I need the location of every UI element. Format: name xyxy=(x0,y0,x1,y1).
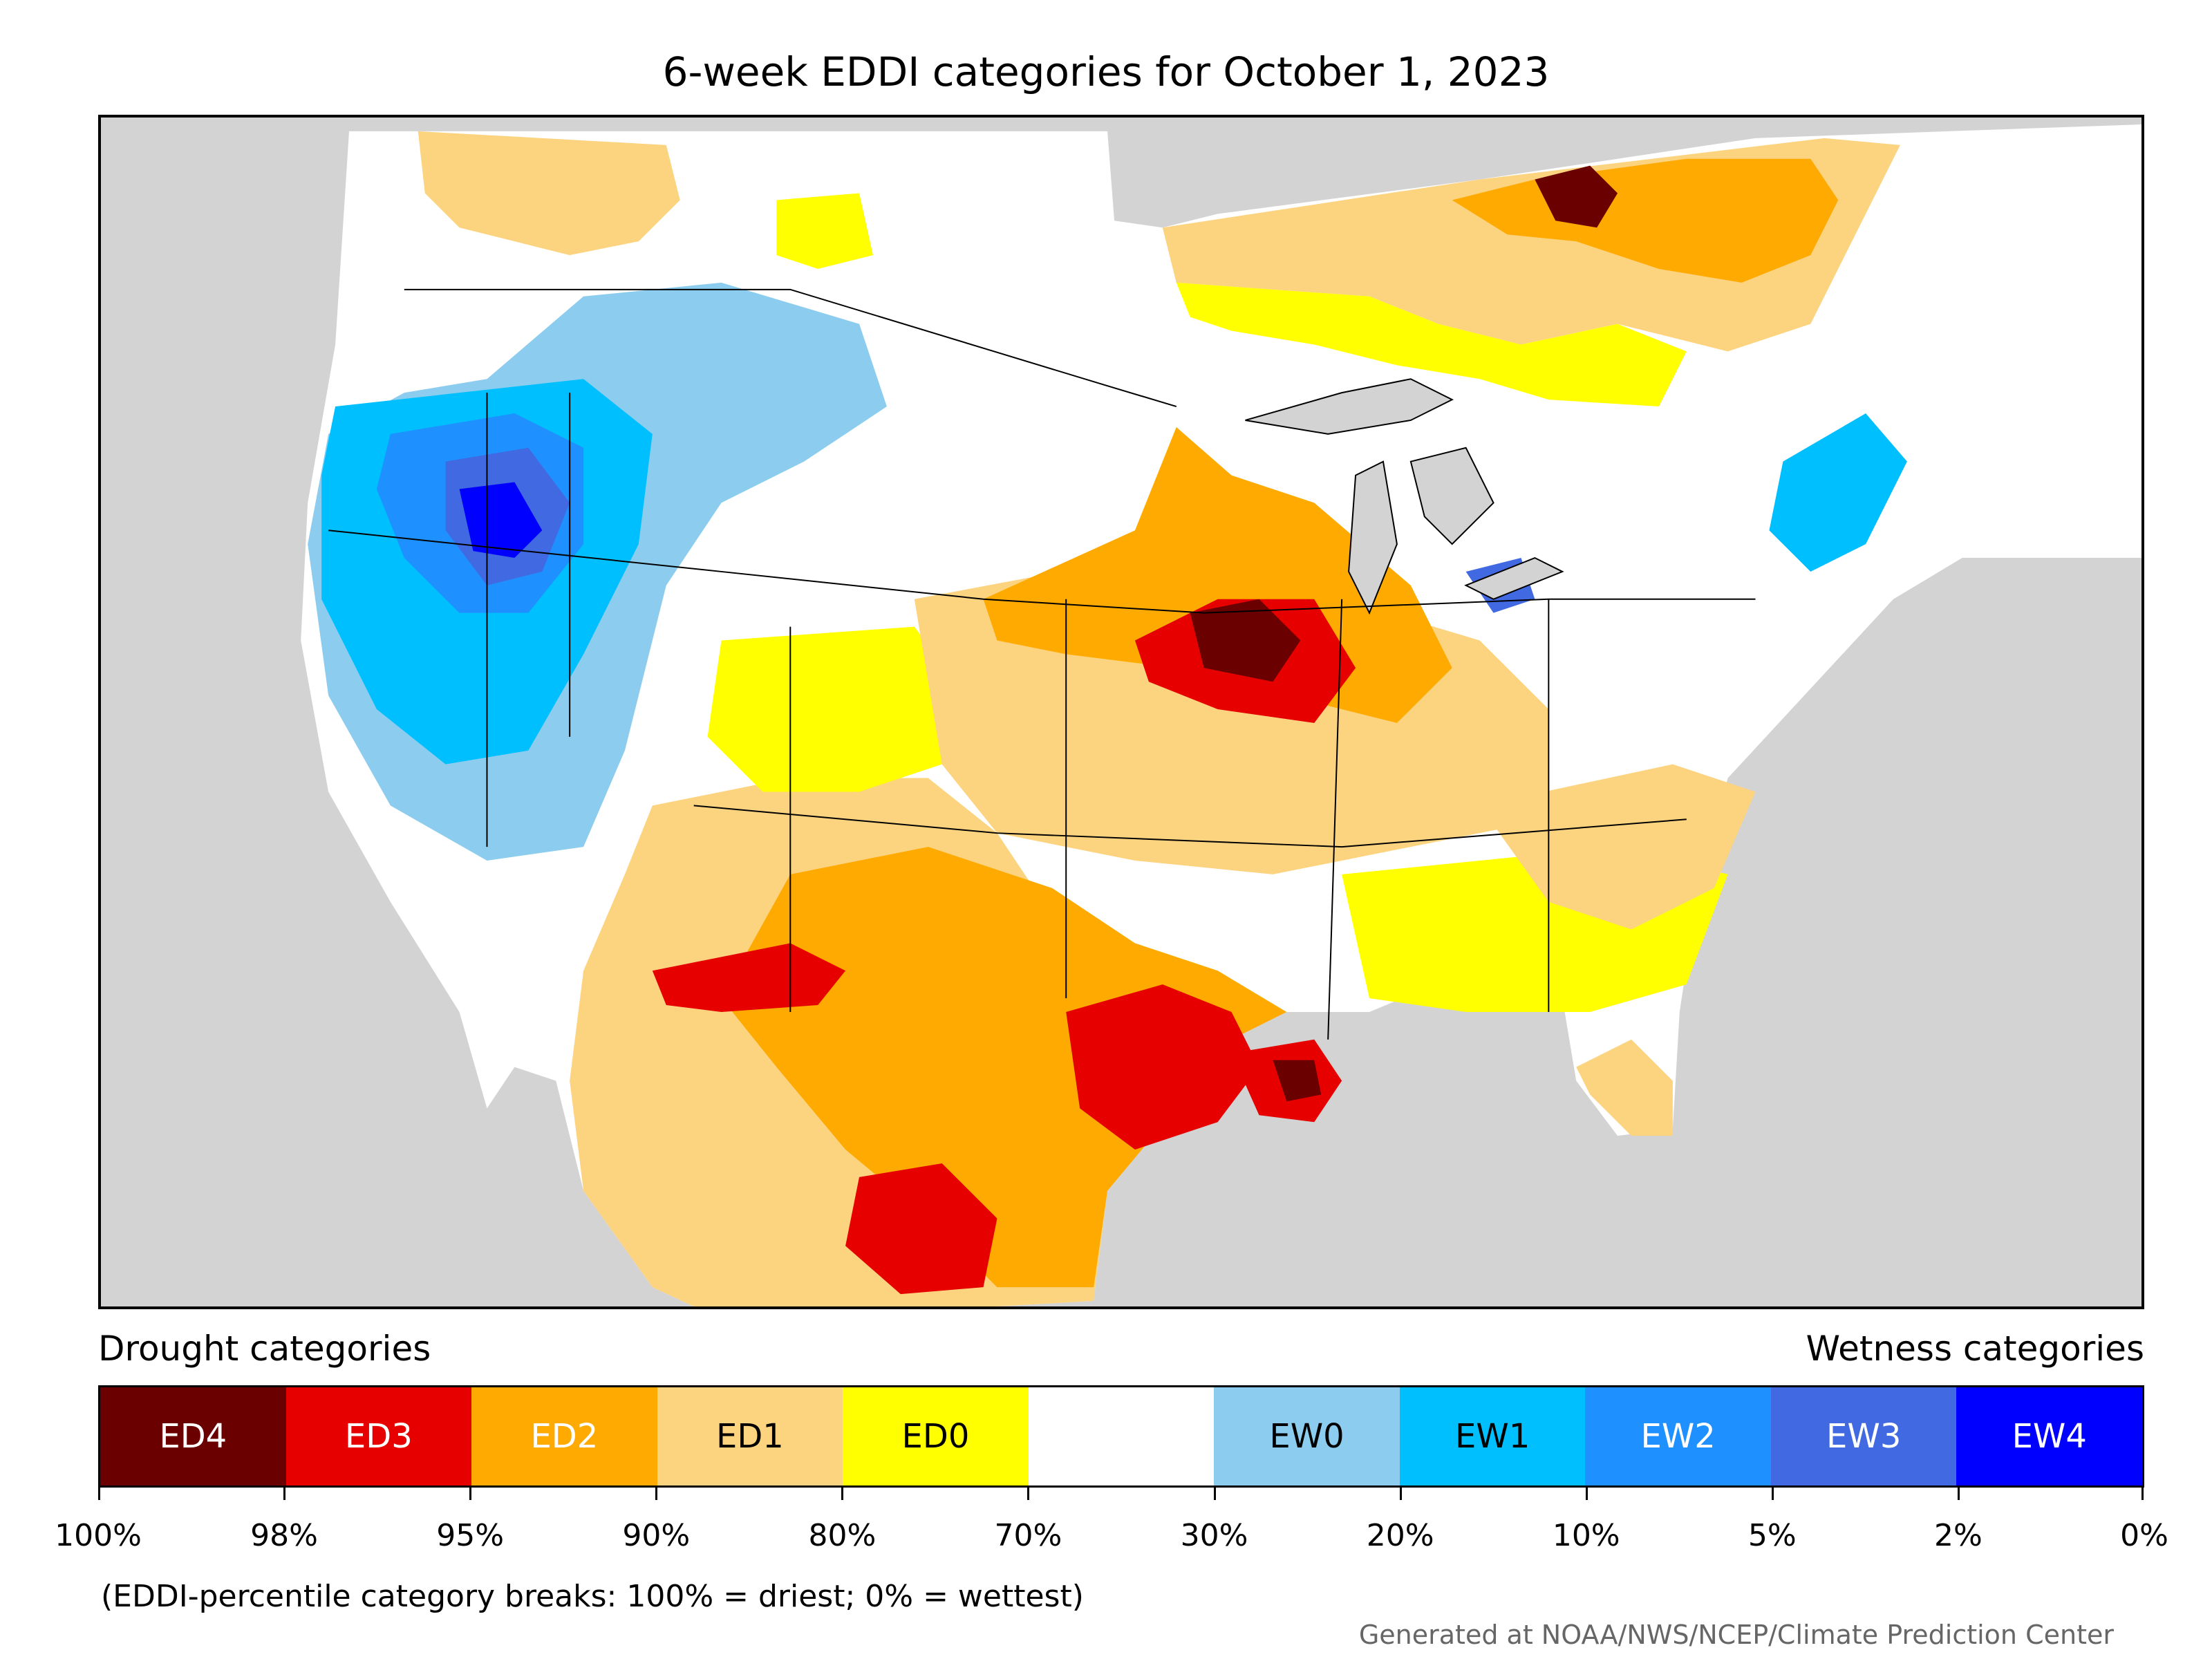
colorbar-tick-label: 20% xyxy=(1366,1518,1434,1553)
colorbar-tick xyxy=(1585,1488,1588,1500)
colorbar-tick xyxy=(283,1488,286,1500)
footnote: (EDDI-percentile category breaks: 100% =… xyxy=(101,1579,1084,1614)
colorbar-label: EW0 xyxy=(1269,1417,1344,1456)
page-title: 6-week EDDI categories for October 1, 20… xyxy=(662,48,1550,95)
colorbar-tick-label: 98% xyxy=(250,1518,318,1553)
colorbar-tick xyxy=(1399,1488,1402,1500)
colorbar-segment-ed0: ED0 xyxy=(843,1387,1029,1485)
map-lake-erie xyxy=(1464,556,1564,600)
colorbar-tick-label: 90% xyxy=(622,1518,691,1553)
colorbar-tick xyxy=(469,1488,472,1500)
colorbar-tick-label: 95% xyxy=(436,1518,505,1553)
colorbar-tick-label: 0% xyxy=(2120,1518,2168,1553)
colorbar-segment-ed3: ED3 xyxy=(285,1387,472,1485)
category-colorbar: ED4 ED3 ED2 ED1 ED0 EW0 EW1 EW2 EW3 EW4 xyxy=(98,1385,2144,1488)
map-region-pnw-ed1 xyxy=(418,131,680,256)
map-borders xyxy=(328,288,1756,1040)
map-region-louisiana-ed4 xyxy=(1273,1060,1322,1102)
colorbar-segment-neutral xyxy=(1028,1387,1215,1485)
colorbar-tick xyxy=(2141,1488,2144,1500)
colorbar-label: EW1 xyxy=(1454,1417,1530,1456)
colorbar-tick xyxy=(98,1488,100,1500)
map-region-colorado-ed0 xyxy=(707,626,956,792)
colorbar-tick-label: 80% xyxy=(808,1518,877,1553)
colorbar-tick-label: 10% xyxy=(1552,1518,1620,1553)
colorbar-tick-label: 70% xyxy=(994,1518,1062,1553)
colorbar-segment-ew2: EW2 xyxy=(1585,1387,1771,1485)
map-lake-michigan xyxy=(1348,460,1398,615)
colorbar-segment-ew3: EW3 xyxy=(1770,1387,1957,1485)
drought-categories-heading: Drought categories xyxy=(98,1329,431,1369)
colorbar-tick xyxy=(1957,1488,1960,1500)
map-region-prairie-ed0 xyxy=(776,193,873,269)
map-frame xyxy=(98,115,2144,1309)
map-region-newengland-ew1 xyxy=(1769,413,1907,572)
colorbar-label: ED2 xyxy=(530,1417,599,1456)
map-region-florida-ed1 xyxy=(1576,1039,1673,1136)
colorbar-tick-label: 5% xyxy=(1747,1518,1797,1553)
map-region-texas-ed3 xyxy=(1066,984,1259,1150)
colorbar-ticks xyxy=(98,1488,2144,1501)
colorbar-label: ED3 xyxy=(344,1417,413,1456)
colorbar-segment-ed4: ED4 xyxy=(100,1387,286,1485)
wetness-categories-heading: Wetness categories xyxy=(1806,1329,2144,1369)
colorbar-segment-ed1: ED1 xyxy=(657,1387,843,1485)
credit-line: Generated at NOAA/NWS/NCEP/Climate Predi… xyxy=(1358,1620,2114,1650)
map-region-quebec-ed4 xyxy=(1535,165,1618,228)
colorbar-tick-label: 30% xyxy=(1180,1518,1248,1553)
colorbar-label: ED1 xyxy=(716,1417,784,1456)
colorbar-label: EW4 xyxy=(2012,1417,2087,1456)
map-lake-huron xyxy=(1409,447,1494,545)
colorbar-label: ED4 xyxy=(159,1417,227,1456)
eddi-map xyxy=(301,124,2141,1306)
colorbar-tick xyxy=(1213,1488,1216,1500)
map-region-southern-plains-ed2 xyxy=(721,847,1287,1288)
colorbar-label: ED0 xyxy=(901,1417,970,1456)
colorbar-segment-ew4: EW4 xyxy=(1956,1387,2143,1485)
map-region-iowa-ed4 xyxy=(1190,599,1301,682)
map-region-canada-ed0 xyxy=(1176,282,1687,407)
colorbar-tick-label: 2% xyxy=(1934,1518,1983,1553)
map-region-nm-border-ed3 xyxy=(652,943,846,1012)
colorbar-segment-ew0: EW0 xyxy=(1214,1387,1400,1485)
colorbar-label: EW2 xyxy=(1640,1417,1716,1456)
map-lake-superior xyxy=(1245,378,1454,435)
colorbar-segment-ed2: ED2 xyxy=(471,1387,657,1485)
colorbar-tick xyxy=(1027,1488,1030,1500)
colorbar-segment-ew1: EW1 xyxy=(1399,1387,1586,1485)
colorbar-tick xyxy=(1771,1488,1774,1500)
colorbar-tick xyxy=(655,1488,658,1500)
map-region-mexico-ed3 xyxy=(845,1163,997,1295)
colorbar-tick-label: 100% xyxy=(55,1518,142,1553)
map-region-west-ew4 xyxy=(459,482,543,559)
colorbar-label: EW3 xyxy=(1826,1417,1902,1456)
colorbar-tick xyxy=(841,1488,844,1500)
